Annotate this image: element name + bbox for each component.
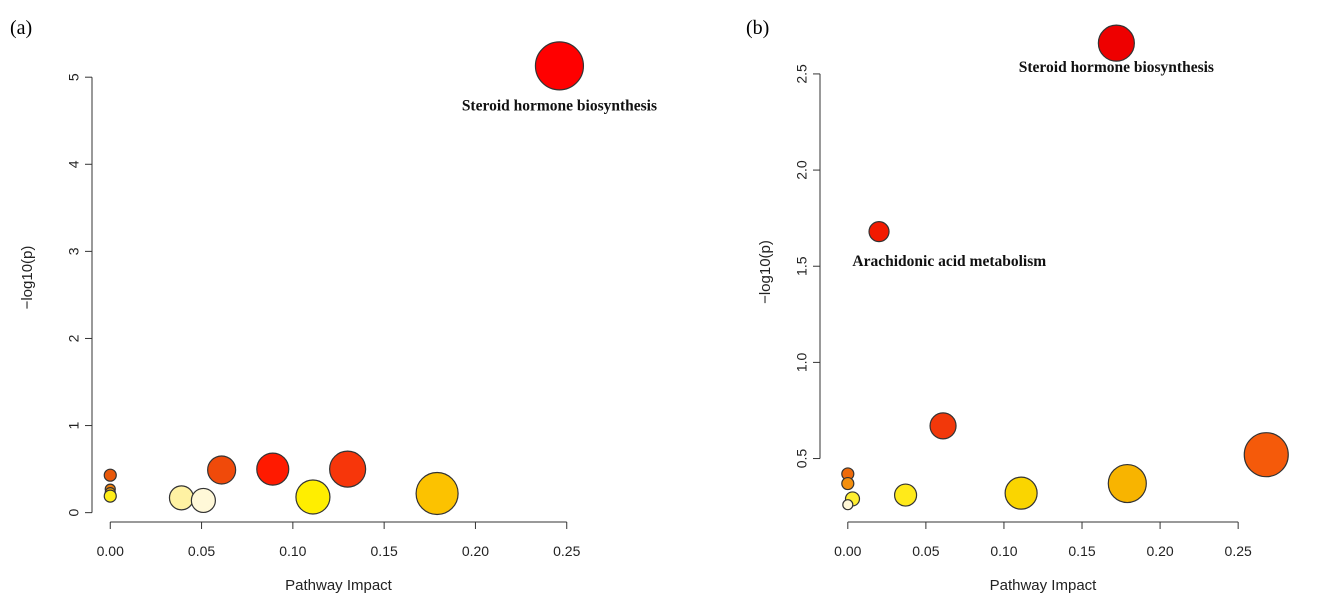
x-tick-label: 0.10 [990, 543, 1017, 559]
x-tick-label: 0.20 [462, 543, 489, 559]
x-axis-title: Pathway Impact [285, 577, 393, 594]
data-point [295, 479, 331, 515]
x-tick-label: 0.15 [1068, 543, 1095, 559]
data-point [842, 499, 854, 511]
y-axis-title: −log10(p) [19, 246, 36, 310]
x-tick-label: 0.00 [834, 543, 861, 559]
y-tick-label: 2.5 [794, 64, 810, 84]
data-point [103, 489, 117, 503]
y-tick-label: 4 [66, 160, 82, 168]
y-tick-label: 5 [66, 73, 82, 81]
data-point [190, 487, 216, 514]
x-tick-label: 0.05 [912, 543, 939, 559]
y-axis-title: −log10(p) [757, 240, 774, 304]
y-tick-label: 2 [66, 334, 82, 342]
panel-label: (a) [10, 17, 32, 39]
panel-b: (b) 0.5 1.0 1.5 2.0 2.5 −log10(p) 0.00 0.05 0.10 0… [746, 17, 1289, 594]
panel-a: (a) 0 1 2 3 4 5 −log10(p) 0.00 0.05 0.10 0.15 0.20 0.… [10, 17, 657, 594]
x-tick-label: 0.25 [1225, 543, 1252, 559]
y-tick-label: 0.5 [794, 449, 810, 469]
y-tick-label: 1 [66, 421, 82, 429]
data-point [256, 452, 290, 486]
y-tick-label: 3 [66, 247, 82, 255]
y-tick-label: 1.0 [794, 352, 810, 372]
y-tick-label: 1.5 [794, 256, 810, 276]
data-point [103, 468, 117, 482]
data-point [929, 412, 957, 440]
data-point [841, 476, 855, 491]
data-point [893, 483, 918, 507]
point-annotation: Steroid hormone biosynthesis [462, 97, 657, 114]
data-point [534, 41, 585, 91]
data-point [868, 221, 890, 243]
data-point [1107, 463, 1147, 504]
y-tick-label: 2.0 [794, 160, 810, 180]
x-tick-label: 0.05 [188, 543, 215, 559]
y-tick-label: 0 [66, 509, 82, 517]
x-tick-label: 0.10 [279, 543, 306, 559]
data-point [207, 455, 237, 485]
data-point [329, 450, 367, 488]
data-point [415, 471, 459, 516]
point-annotation: Arachidonic acid metabolism [852, 253, 1046, 270]
x-axis-title: Pathway Impact [990, 577, 1098, 594]
data-point [1097, 24, 1135, 62]
x-tick-label: 0.00 [97, 543, 124, 559]
x-tick-label: 0.25 [553, 543, 580, 559]
point-annotation: Steroid hormone biosynthesis [1019, 59, 1214, 76]
x-tick-label: 0.15 [371, 543, 398, 559]
data-point [1243, 432, 1289, 478]
data-point [1004, 476, 1038, 510]
data-point [168, 485, 195, 511]
panel-label: (b) [746, 17, 769, 39]
x-tick-label: 0.20 [1146, 543, 1173, 559]
